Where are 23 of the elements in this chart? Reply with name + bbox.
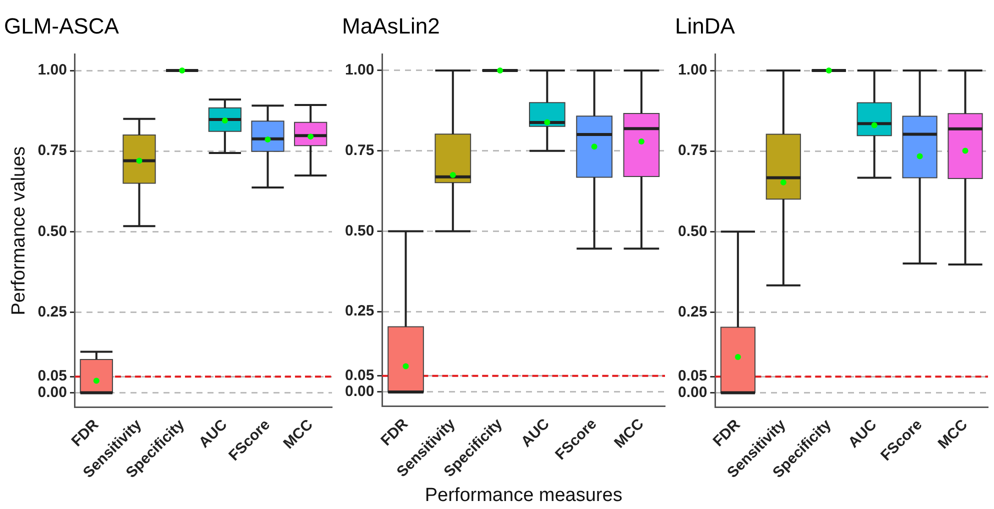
- chart-title: MaAsLin2: [342, 13, 440, 38]
- x-axis-title: Performance measures: [424, 484, 622, 506]
- y-tick-label: 0.25: [38, 303, 67, 320]
- y-tick-label: 0.05: [678, 368, 708, 385]
- y-tick-label: 1.00: [38, 62, 67, 79]
- y-tick-label: 0.00: [678, 384, 708, 401]
- y-tick-label: 0.00: [344, 383, 374, 400]
- y-tick-label: 0.05: [344, 367, 374, 384]
- y-tick-label: 0.05: [38, 368, 67, 385]
- y-axis-title: Performance values: [8, 146, 30, 316]
- y-tick-label: 0.75: [344, 142, 374, 159]
- y-tick-label: 0.50: [38, 222, 67, 240]
- y-tick-label: 0.25: [678, 303, 708, 320]
- chart-title: GLM-ASCA: [4, 13, 120, 38]
- y-tick-label: 0.00: [38, 384, 67, 401]
- y-tick-label: 0.50: [344, 222, 374, 240]
- chart-title: LinDA: [675, 13, 736, 38]
- y-tick-label: 1.00: [678, 62, 708, 79]
- y-tick-label: 0.25: [344, 302, 374, 320]
- y-tick-label: 1.00: [344, 62, 374, 79]
- y-tick-label: 0.75: [678, 142, 708, 160]
- y-tick-label: 0.75: [38, 142, 67, 160]
- y-tick-label: 0.50: [678, 222, 708, 240]
